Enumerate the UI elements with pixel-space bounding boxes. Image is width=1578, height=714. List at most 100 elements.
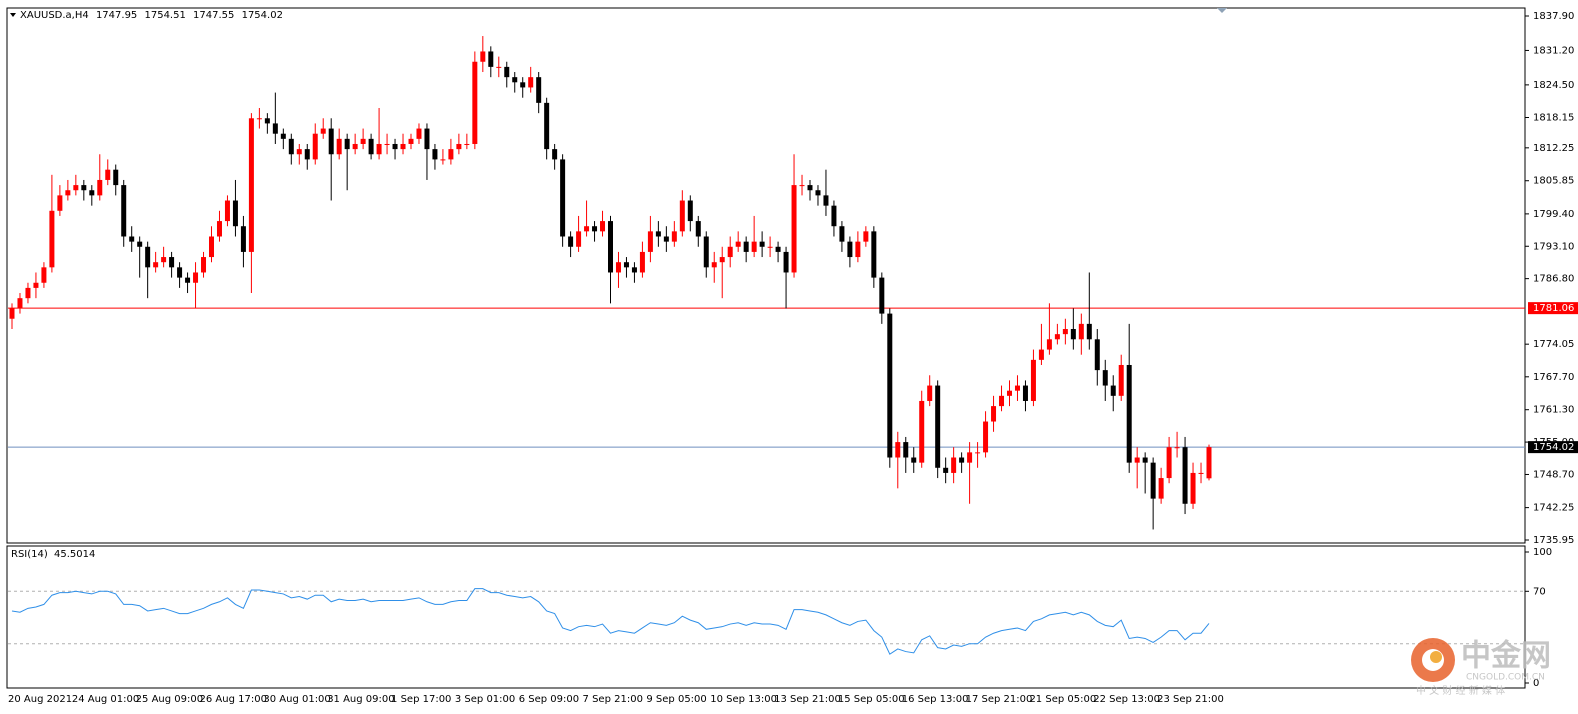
candle-body — [232, 200, 238, 227]
candle-body — [496, 66, 502, 68]
header: XAUUSD.a,H4 1747.95 1754.51 1747.55 1754… — [20, 10, 283, 21]
candle-body — [879, 277, 885, 314]
candle-body — [536, 77, 542, 103]
x-tick-label: 3 Sep 01:00 — [455, 694, 515, 705]
x-tick-label: 21 Sep 05:00 — [1029, 694, 1096, 705]
candle-body — [719, 257, 725, 263]
candle-body — [161, 257, 167, 263]
candle-body — [464, 143, 470, 145]
candle-body — [336, 138, 342, 155]
candle-body — [767, 246, 773, 248]
candle-body — [177, 267, 183, 278]
candle-body — [552, 149, 558, 160]
candle-body — [951, 457, 957, 473]
candle-body — [560, 159, 566, 237]
y-tick-label: 1748.70 — [1533, 469, 1574, 480]
y-tick-label: 1742.25 — [1533, 503, 1574, 514]
x-tick-label: 31 Aug 09:00 — [327, 694, 394, 705]
candle-body — [376, 143, 382, 155]
x-tick-label: 16 Sep 13:00 — [902, 694, 969, 705]
candle-body — [288, 138, 294, 155]
candle-body — [9, 308, 15, 319]
candle-body — [911, 457, 917, 463]
candle-body — [185, 277, 191, 283]
candle-body — [472, 61, 478, 144]
candle-body — [1126, 364, 1132, 463]
candle-body — [400, 143, 406, 150]
candle-body — [488, 51, 494, 67]
candle-body — [17, 298, 23, 309]
candle-body — [384, 143, 390, 145]
x-tick-label: 7 Sep 21:00 — [583, 694, 643, 705]
price-label: 1754.02 — [1533, 442, 1574, 453]
x-tick-label: 20 Aug 2021 — [8, 694, 72, 705]
candle-body — [264, 118, 270, 124]
candle-body — [983, 421, 989, 453]
candle-body — [631, 267, 637, 273]
x-tick-label: 6 Sep 09:00 — [519, 694, 579, 705]
candle-body — [871, 231, 877, 278]
candle-body — [655, 231, 661, 237]
x-tick-label: 10 Sep 13:00 — [710, 694, 777, 705]
candle-body — [416, 128, 422, 139]
candle-body — [89, 190, 95, 196]
candle-body — [799, 185, 805, 187]
menu-arrow[interactable] — [10, 13, 16, 17]
header-close: 1754.02 — [242, 10, 283, 21]
candle-body — [105, 169, 111, 180]
x-tick-label: 22 Sep 13:00 — [1093, 694, 1160, 705]
x-tick-label: 25 Aug 09:00 — [136, 694, 203, 705]
y-tick-label: 70 — [1533, 586, 1546, 597]
level-label-bg — [1528, 302, 1578, 315]
candle-body — [344, 138, 350, 150]
candle-body — [360, 138, 366, 144]
candle-body — [25, 287, 31, 299]
y-tick-label: 1793.10 — [1533, 241, 1574, 252]
candle-body — [584, 226, 590, 232]
candle-body — [600, 221, 606, 232]
candle-body — [240, 226, 246, 252]
candle-body — [1094, 339, 1100, 371]
candle-body — [41, 267, 47, 283]
x-tick-label: 23 Sep 21:00 — [1157, 694, 1224, 705]
candle-body — [647, 231, 653, 252]
candle-body — [959, 457, 965, 463]
candle-body — [224, 200, 230, 222]
candle-body — [193, 272, 199, 283]
candle-body — [1134, 457, 1140, 463]
candle-body — [1198, 472, 1204, 474]
candle-body — [743, 241, 749, 252]
candle-body — [1030, 359, 1036, 401]
y-tick-label: 1774.05 — [1533, 339, 1574, 350]
candle-body — [775, 246, 781, 252]
candle-body — [807, 185, 813, 191]
candle-body — [1022, 385, 1028, 401]
candle-body — [695, 221, 701, 237]
candle-body — [424, 128, 430, 150]
y-tick-label: 100 — [1533, 547, 1552, 558]
candle-body — [169, 257, 175, 268]
candle-body — [137, 241, 143, 247]
watermark-slogan: 中 文 财 经 新 媒 体 — [1416, 684, 1505, 697]
watermark: 中金网 CNGOLD.COM.CN 中 文 财 经 新 媒 体 — [1411, 638, 1551, 697]
candle-body — [57, 195, 63, 211]
candle-body — [623, 262, 629, 268]
candle-body — [280, 133, 286, 139]
y-tick-label: 1735.95 — [1533, 535, 1574, 546]
x-tick-label: 17 Sep 21:00 — [966, 694, 1033, 705]
shift-marker[interactable] — [1217, 8, 1227, 13]
candle-body — [1086, 323, 1092, 340]
y-tick-label: 1805.85 — [1533, 176, 1574, 187]
candle-body — [1046, 339, 1052, 350]
candle-body — [1190, 472, 1196, 504]
x-tick-label: 30 Aug 01:00 — [263, 694, 330, 705]
candle-body — [320, 128, 326, 134]
candle-body — [568, 236, 574, 247]
candle-body — [847, 241, 853, 258]
candle-body — [392, 143, 398, 150]
watermark-site: CNGOLD.COM.CN — [1466, 673, 1545, 683]
level-label: 1781.06 — [1533, 303, 1574, 314]
rsi-title: RSI(14) — [11, 549, 48, 560]
y-tick-label: 1799.40 — [1533, 209, 1574, 220]
candle-body — [711, 262, 717, 268]
